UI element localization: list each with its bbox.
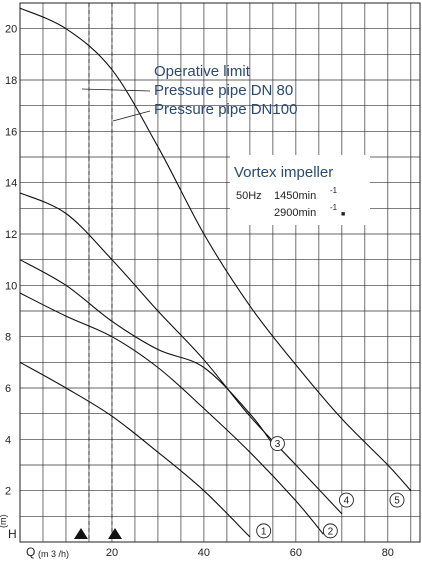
speed-high-exp: -1: [330, 203, 338, 212]
x-tick-label: 60: [290, 547, 302, 559]
y-axis-title: H: [8, 527, 17, 541]
limit-title: Operative limit: [154, 63, 251, 80]
limit-dn100-pointer: [112, 110, 151, 122]
speed-high-mark: ■: [341, 211, 345, 218]
series-line-5: [19, 7, 412, 492]
x-tick-label: 20: [106, 547, 118, 559]
curve-label-2: 2: [328, 526, 334, 537]
series-line-2: [19, 292, 324, 535]
y-tick-label: 12: [5, 229, 17, 241]
speed-low-label: 1450min: [274, 190, 316, 202]
series-lines: [19, 7, 412, 538]
curve-label-circle-5: [389, 492, 405, 508]
series-line-3: [19, 259, 274, 445]
y-tick-label: 20: [5, 24, 17, 36]
y-tick-label: 8: [5, 332, 11, 344]
x-tick-label: 80: [382, 547, 394, 559]
y-tick-label: 2: [5, 486, 11, 498]
y-tick-label: 18: [5, 75, 17, 87]
limit-dn80: Pressure pipe DN 80: [154, 82, 293, 99]
curve-label-circle-1: [256, 523, 272, 539]
curve-label-circle-3: [270, 436, 285, 452]
x-axis-unit: (m 3 /h): [38, 549, 69, 559]
speed-low-exp: -1: [330, 186, 338, 195]
speed-high-label: 2900min: [274, 207, 316, 219]
y-tick-label: 16: [5, 126, 17, 138]
operative-limit-lines: [88, 3, 113, 542]
y-axis-unit: (m): [0, 515, 8, 529]
x-tick-label: 40: [198, 547, 210, 559]
curve-labels: 1 2 3 4 5: [256, 436, 405, 539]
series-line-1: [19, 361, 251, 538]
y-tick-label: 10: [5, 280, 17, 292]
curve-label-5: 5: [394, 496, 400, 507]
limit-marker-dn80: [74, 528, 88, 539]
limit-dn100: Pressure pipe DN100: [154, 101, 297, 118]
limit-dn80-pointer: [81, 88, 151, 92]
freq-label: 50Hz: [236, 190, 262, 202]
y-tick-label: 4: [5, 434, 11, 446]
limit-marker-dn100: [108, 528, 122, 539]
series-line-4: [19, 192, 343, 515]
plot-frame: [19, 2, 421, 543]
y-tick-label: 14: [5, 178, 17, 190]
impeller-title: Vortex impeller: [234, 164, 333, 181]
curve-label-circle-2: [322, 523, 338, 539]
curve-label-1: 1: [261, 526, 267, 537]
impeller-box-bg: [230, 155, 370, 225]
curve-label-circle-4: [338, 492, 354, 508]
curve-label-4: 4: [344, 496, 350, 507]
y-tick-label: 6: [5, 383, 11, 395]
x-axis-title: Q: [26, 545, 35, 559]
curve-label-3: 3: [275, 439, 281, 450]
